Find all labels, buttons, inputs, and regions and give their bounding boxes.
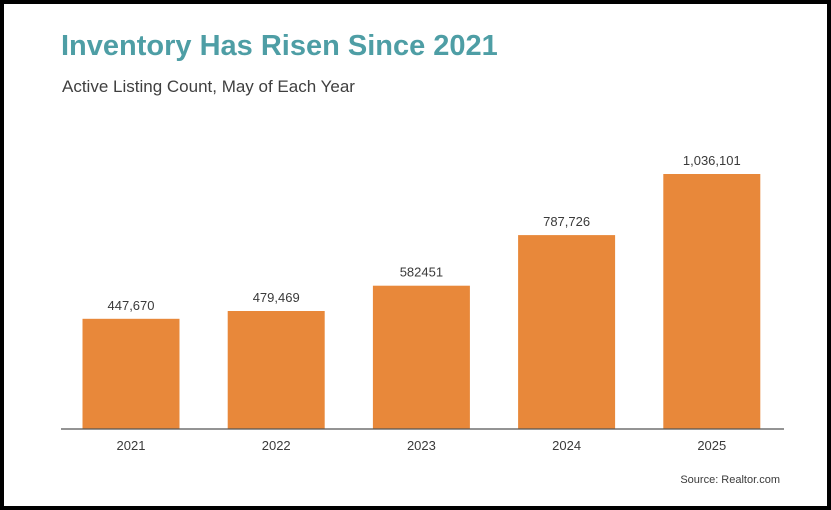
source-note: Source: Realtor.com [680, 474, 780, 486]
bar-2023 [372, 285, 470, 429]
data-label-2023: 582451 [400, 265, 443, 280]
chart-title: Inventory Has Risen Since 2021 [61, 30, 498, 62]
data-label-2021: 447,670 [108, 298, 155, 313]
bar-2025 [663, 174, 761, 429]
data-label-2025: 1,036,101 [683, 153, 741, 168]
bar-2022 [227, 311, 325, 429]
x-tick-label-2021: 2021 [117, 438, 146, 453]
x-tick-label-2025: 2025 [697, 438, 726, 453]
chart-subtitle: Active Listing Count, May of Each Year [62, 77, 355, 96]
x-tick-label-2024: 2024 [552, 438, 581, 453]
bar-2024 [518, 235, 616, 429]
x-tick-label-2022: 2022 [262, 438, 291, 453]
bar-2021 [82, 318, 180, 429]
x-tick-label-2023: 2023 [407, 438, 436, 453]
data-label-2022: 479,469 [253, 290, 300, 305]
data-label-2024: 787,726 [543, 214, 590, 229]
